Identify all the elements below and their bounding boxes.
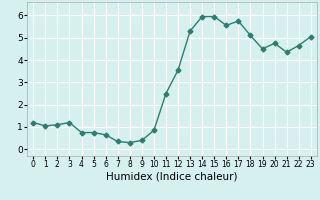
X-axis label: Humidex (Indice chaleur): Humidex (Indice chaleur) (106, 172, 238, 182)
